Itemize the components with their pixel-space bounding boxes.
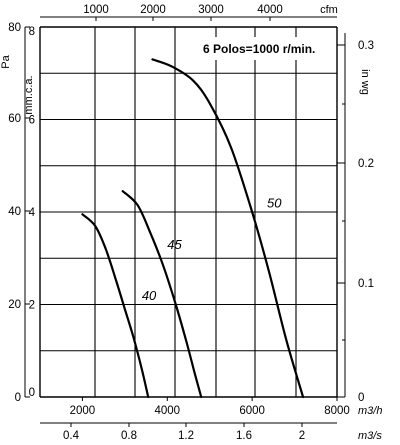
m3s-tick-label: 2 xyxy=(299,430,305,442)
pa-tick-label: 40 xyxy=(8,206,21,218)
curve-45 xyxy=(121,190,203,399)
inwg-tick-label: 0.1 xyxy=(358,278,374,290)
m3h-unit-label: m3/h xyxy=(358,405,382,417)
m3h-tick-label: 2000 xyxy=(70,405,96,417)
mmca-tick-label: 2 xyxy=(29,300,35,312)
m3s-unit-label: m3/s xyxy=(358,430,382,442)
curve-label-40: 40 xyxy=(142,288,157,303)
cfm-tick-label: 3000 xyxy=(198,4,224,16)
mmca-tick-label: 4 xyxy=(29,207,36,219)
pa-tick-label: 80 xyxy=(8,22,21,34)
mmca-unit-label: mm.c.a. xyxy=(23,75,35,114)
m3h-tick-label: 4000 xyxy=(154,405,180,417)
inwg-tick-label: 0 xyxy=(358,392,364,404)
mmca-tick-label: 8 xyxy=(29,26,35,38)
cfm-tick-label: 2000 xyxy=(140,4,166,16)
cfm-unit-label: cfm xyxy=(320,4,338,16)
curve-50 xyxy=(151,58,305,399)
m3h-tick-label: 6000 xyxy=(239,405,265,417)
mmca-tick-label: 0 xyxy=(29,387,35,399)
pa-tick-label: 20 xyxy=(8,299,21,311)
curve-40 xyxy=(81,213,150,399)
curve-label-45: 45 xyxy=(167,237,182,252)
m3h-tick-label: 8000 xyxy=(324,405,350,417)
m3s-tick-label: 0.8 xyxy=(121,430,137,442)
pa-tick-label: 0 xyxy=(15,392,21,404)
cfm-tick-label: 4000 xyxy=(257,4,283,16)
curve-label-50: 50 xyxy=(267,195,282,210)
m3s-tick-label: 1.6 xyxy=(236,430,252,442)
m3s-tick-label: 0.4 xyxy=(63,430,80,442)
mmca-tick-label: 6 xyxy=(29,115,35,127)
inwg-unit-label: in wg xyxy=(359,69,371,95)
pa-tick-label: 60 xyxy=(8,113,21,125)
grid xyxy=(40,27,337,397)
chart-title: 6 Polos=1000 r/min. xyxy=(203,42,315,56)
cfm-tick-label: 1000 xyxy=(83,4,109,16)
pa-unit-label: Pa xyxy=(0,54,12,68)
fan-curves xyxy=(81,58,305,399)
axes xyxy=(24,16,346,427)
m3s-tick-label: 1.2 xyxy=(178,430,194,442)
title-box xyxy=(195,37,327,60)
inwg-tick-label: 0.2 xyxy=(358,158,374,170)
tick-labels: 0 20 40 60 80 Pa 0 2 4 6 8 mm.c.a. 0 0.1 0.2 0.3 in wg 10… xyxy=(0,4,382,442)
inwg-tick-label: 0.3 xyxy=(358,40,374,52)
